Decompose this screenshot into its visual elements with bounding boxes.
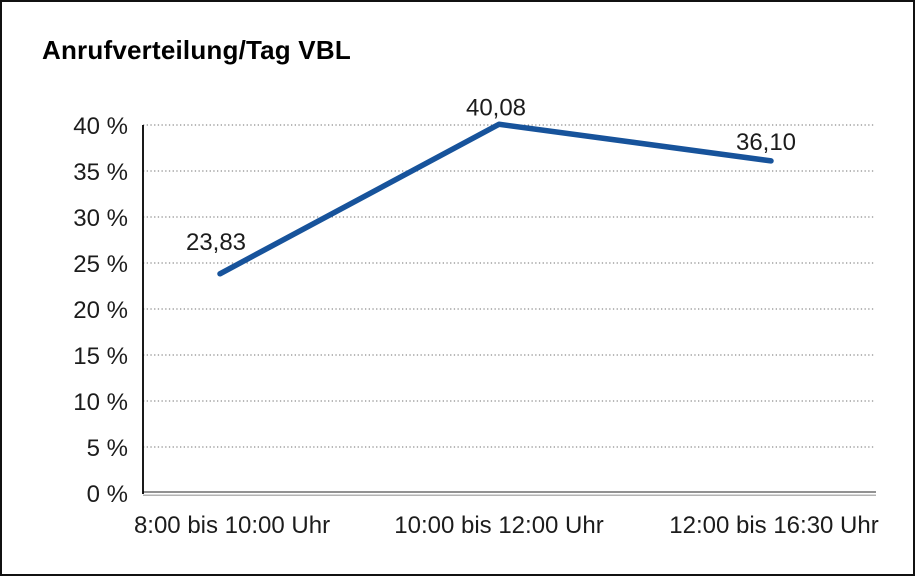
data-label: 36,10: [736, 129, 796, 156]
y-tick-label: 15 %: [73, 343, 128, 370]
x-tick-label: 8:00 bis 10:00 Uhr: [134, 512, 330, 539]
y-tick-label: 10 %: [73, 389, 128, 416]
y-tick-label: 40 %: [73, 113, 128, 140]
y-tick-label: 25 %: [73, 251, 128, 278]
y-tick-label: 0 %: [87, 481, 128, 508]
y-tick-label: 5 %: [87, 435, 128, 462]
chart-title: Anrufverteilung/Tag VBL: [42, 35, 351, 65]
x-tick-label: 10:00 bis 12:00 Uhr: [394, 512, 603, 539]
y-tick-label: 20 %: [73, 297, 128, 324]
data-label: 40,08: [466, 94, 526, 121]
y-tick-label: 30 %: [73, 205, 128, 232]
series-line: [217, 121, 774, 277]
y-tick-label: 35 %: [73, 159, 128, 186]
data-label: 23,83: [186, 229, 246, 256]
x-tick-label: 12:00 bis 16:30 Uhr: [669, 512, 878, 539]
